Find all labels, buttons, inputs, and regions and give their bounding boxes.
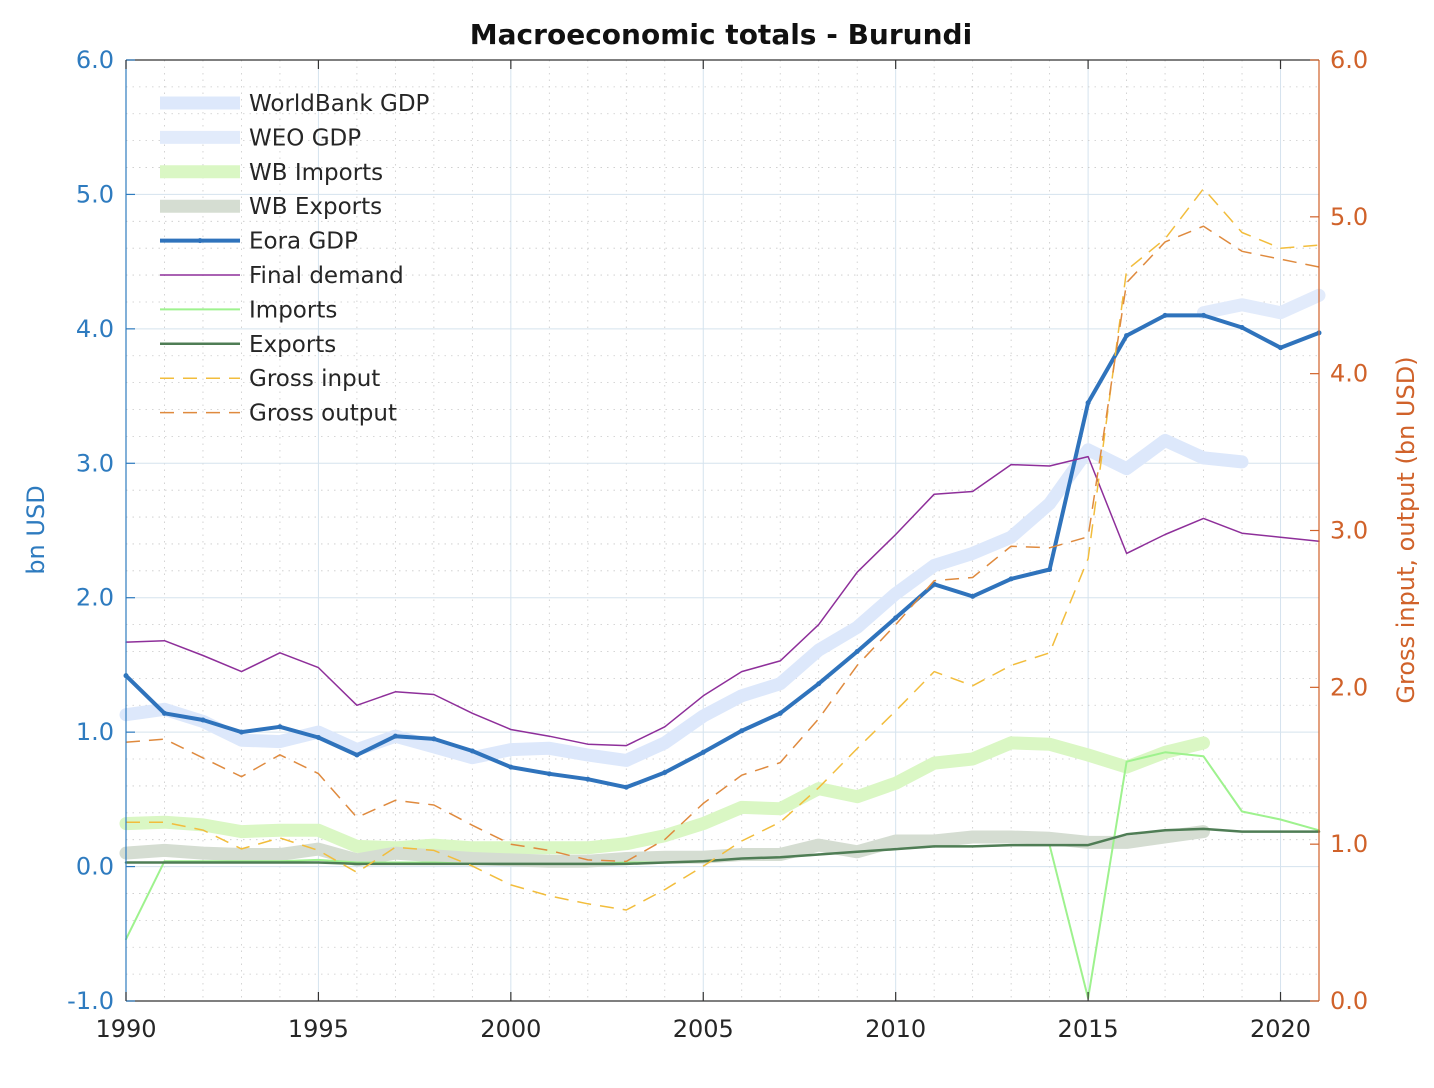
legend-label: Exports [249,332,336,358]
x-tick-label: 1995 [288,1015,349,1043]
x-tick-label: 2005 [673,1015,734,1043]
series-point [1278,345,1284,351]
legend-label: Eora GDP [249,229,358,255]
y2-tick-label: 2.0 [1330,673,1368,701]
series-point [1162,312,1168,318]
series-point [1047,566,1053,572]
y-tick-label: 3.0 [76,449,114,477]
series-line-4 [124,313,1321,790]
y-tick-label: 0.0 [76,853,114,881]
y-tick-label: 2.0 [76,584,114,612]
legend-marker [197,238,203,244]
y-tick-label: 6.0 [76,46,114,74]
legend-label: Gross input [249,366,380,392]
y2-axis-label: Gross input, output (bn USD) [1392,356,1420,703]
series-line-5 [125,455,1320,747]
legend-label: Gross output [249,401,397,427]
series-point [854,648,860,654]
y2-tick-label: 3.0 [1330,517,1368,545]
x-tick-label: 2015 [1058,1015,1119,1043]
series-point [816,681,822,687]
series-point [700,749,706,755]
series-point [161,710,167,716]
y2-tick-label: 1.0 [1330,830,1368,858]
series-point [623,784,629,790]
x-tick-label: 1990 [95,1015,156,1043]
series-line-2 [119,736,1210,855]
series-point [392,733,398,739]
series-point [893,615,899,621]
series-point [585,776,591,782]
series-point [354,752,360,758]
series-point [315,735,321,741]
chart-title: Macroeconomic totals - Burundi [470,18,972,51]
series-line-9 [125,225,1320,863]
legend-label: WEO GDP [249,125,361,151]
x-tick-label: 2020 [1250,1015,1311,1043]
y2-tick-label: 0.0 [1330,987,1368,1015]
series-layer [119,187,1326,1000]
grid [125,59,1320,1002]
series-point [1239,325,1245,331]
y-tick-label: 5.0 [76,180,114,208]
y-axis-label: bn USD [22,485,50,574]
series-point [431,736,437,742]
series-point [546,771,552,777]
y-tick-label: -1.0 [67,987,114,1015]
series-point [739,728,745,734]
y-tick-label: 1.0 [76,718,114,746]
legend-label: Final demand [249,263,404,289]
x-tick-label: 2000 [480,1015,541,1043]
x-tick-label: 2010 [865,1015,926,1043]
series-line-7 [124,827,1321,866]
series-point [508,764,514,770]
series-line-3 [119,825,1210,868]
series-point [1124,333,1130,339]
series-point [200,717,206,723]
series-point [1201,312,1207,318]
series-point [238,729,244,735]
series-line-1 [1197,288,1326,320]
series-point [662,769,668,775]
legend-label: Imports [249,297,337,323]
y-tick-label: 4.0 [76,315,114,343]
series-point [970,593,976,599]
series-point [277,724,283,730]
y2-tick-label: 4.0 [1330,360,1368,388]
y2-tick-label: 6.0 [1330,46,1368,74]
series-point [469,748,475,754]
series-point [777,710,783,716]
legend-label: WB Imports [249,160,383,186]
legend-label: WB Exports [249,194,382,220]
legend-label: WorldBank GDP [249,91,430,117]
y2-tick-label: 5.0 [1330,203,1368,231]
axes: -1.0 0.0 1.0 2.0 3.0 4.0 5.0 6.0 0.0 1.0 2.0 3.0 4.0… [67,46,1368,1043]
legend: WorldBank GDP WEO GDP WB Imports WB Exports… [160,91,430,427]
series-point [1085,400,1091,406]
series-line-8 [126,187,1320,911]
series-point [1008,576,1014,582]
